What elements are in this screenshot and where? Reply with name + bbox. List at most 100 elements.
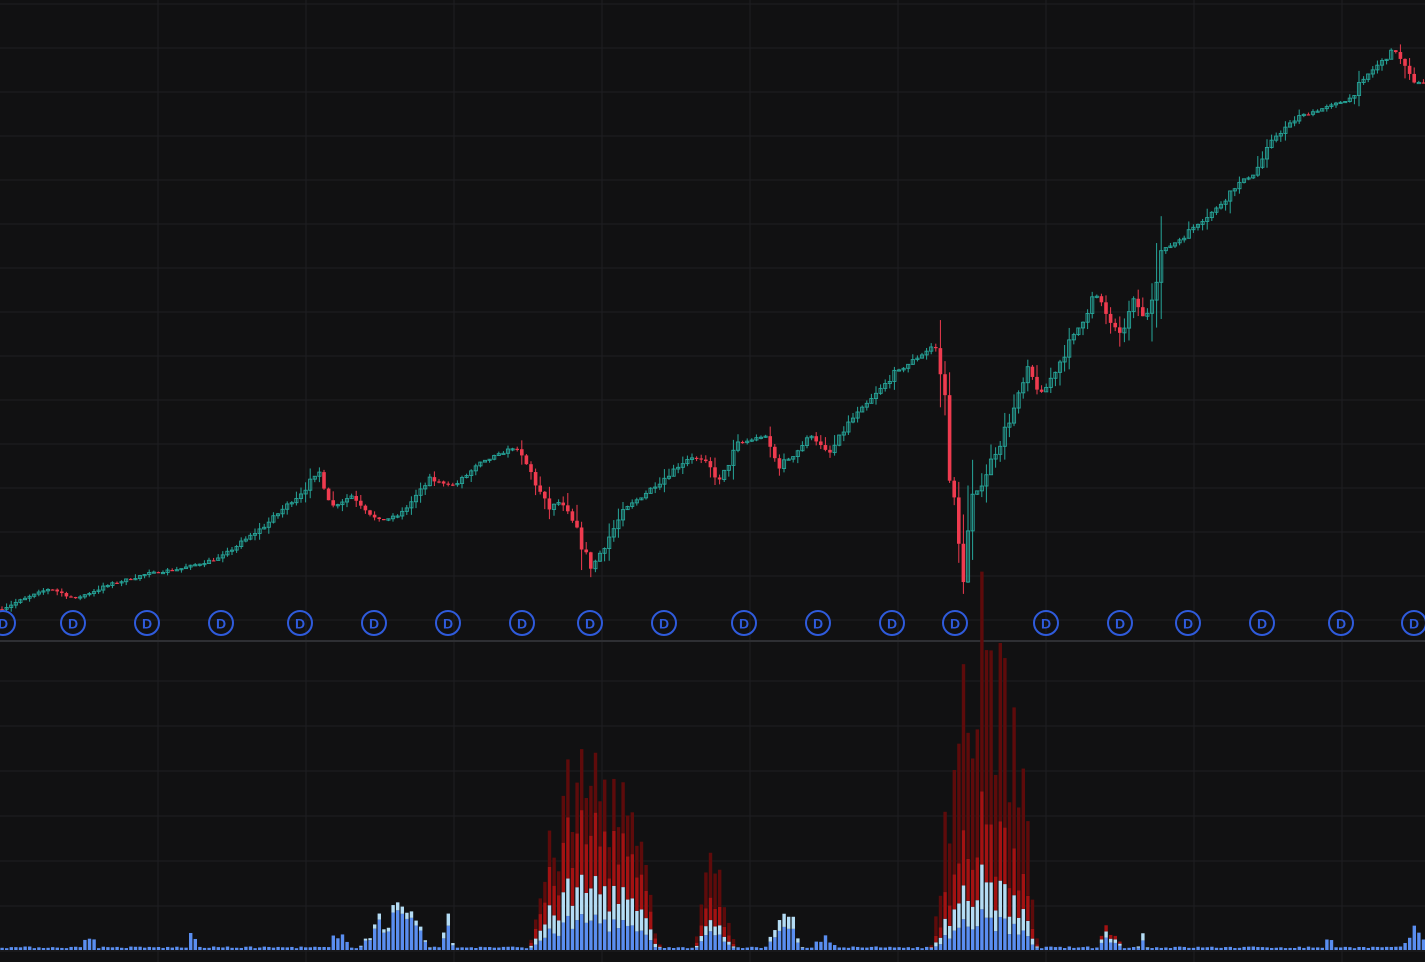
volume-bar	[1090, 948, 1094, 950]
volume-bar	[1159, 947, 1163, 950]
volume-bar	[460, 947, 464, 950]
volume-bar-segment	[299, 946, 303, 950]
volume-bar-segment	[253, 948, 257, 950]
volume-bar-segment	[1007, 934, 1012, 950]
volume-bar	[1196, 946, 1200, 950]
volume-bar-segment	[1182, 946, 1186, 950]
candle-body	[1163, 247, 1168, 252]
volume-bar-segment	[630, 898, 634, 926]
volume-bar-segment	[106, 947, 110, 950]
candle-body	[1025, 366, 1030, 384]
volume-bar	[129, 946, 133, 950]
volume-bar-segment	[957, 863, 961, 904]
volume-bar-segment	[635, 877, 639, 911]
volume-bar-segment	[1357, 946, 1361, 950]
volume-bar	[1270, 947, 1274, 950]
candle-body	[1260, 158, 1265, 168]
candle-body	[64, 593, 69, 597]
candle	[763, 434, 768, 438]
candle-body	[377, 517, 381, 519]
volume-bar	[373, 924, 377, 950]
volume-bar-segment	[791, 928, 795, 950]
volume-bar-segment	[731, 943, 736, 947]
candle-body	[832, 444, 837, 454]
volume-bar-segment	[557, 871, 561, 896]
candle	[1375, 60, 1380, 74]
candle	[1122, 318, 1127, 343]
candle	[1044, 383, 1049, 393]
volume-bar-segment	[994, 876, 998, 911]
candle	[501, 451, 506, 455]
candle-body	[1090, 296, 1095, 314]
candle-body	[814, 436, 818, 442]
volume-bar	[764, 946, 768, 950]
candle-body	[819, 441, 823, 446]
candle	[731, 439, 736, 480]
volume-bar-segment	[327, 947, 331, 950]
volume-bar-segment	[713, 935, 717, 950]
volume-bar-segment	[984, 650, 989, 825]
dividend-marker-label: D	[887, 616, 897, 632]
candle-body	[354, 496, 358, 501]
volume-bar	[1343, 946, 1347, 950]
volume-bar	[961, 664, 966, 950]
candle-body	[1039, 389, 1044, 392]
volume-bar-segment	[607, 911, 611, 932]
volume-bar-segment	[1237, 947, 1242, 950]
candle-body	[197, 563, 202, 566]
volume-bar	[575, 782, 579, 950]
volume-bar-segment	[386, 927, 391, 932]
volume-bar-segment	[819, 941, 823, 950]
volume-bar	[851, 946, 855, 950]
candle	[896, 368, 902, 372]
volume-bar-segment	[423, 941, 427, 950]
volume-bar-segment	[934, 942, 938, 947]
candle-body	[543, 491, 547, 499]
volume-bar	[635, 845, 639, 950]
candle	[124, 578, 129, 586]
candle-body	[129, 578, 133, 581]
candle-body	[998, 445, 1003, 455]
volume-bar-segment	[980, 909, 984, 950]
candle-body	[142, 574, 147, 577]
volume-bar-segment	[414, 925, 418, 950]
candle	[602, 547, 607, 562]
volume-bar-segment	[529, 939, 533, 943]
volume-bar-segment	[271, 947, 276, 950]
candle-body	[1191, 226, 1196, 231]
candle	[1361, 76, 1366, 85]
volume-bar	[1316, 947, 1320, 950]
volume-bar-segment	[483, 947, 487, 950]
volume-bar-segment	[0, 947, 4, 950]
volume-bar-segment	[846, 947, 851, 950]
volume-bar	[308, 947, 312, 950]
candle	[234, 544, 239, 553]
volume-bar-segment	[1320, 947, 1324, 950]
volume-bar-segment	[612, 778, 616, 831]
volume-bar	[998, 642, 1002, 950]
volume-bar-segment	[971, 906, 975, 930]
candle-body	[78, 596, 83, 599]
volume-bar	[1021, 768, 1025, 950]
candle-body	[883, 383, 888, 389]
candle-body	[1011, 407, 1017, 424]
candle	[1136, 289, 1140, 317]
volume-bar	[975, 729, 979, 950]
volume-bar-segment	[1224, 947, 1228, 950]
volume-bar-segment	[1035, 944, 1039, 947]
candle	[36, 589, 41, 597]
volume-bar-segment	[653, 933, 657, 939]
candle	[529, 461, 533, 480]
candle-body	[1370, 69, 1375, 75]
candle	[800, 441, 805, 452]
candle-body	[773, 446, 777, 459]
volume-bar	[442, 932, 446, 950]
volume-bar-segment	[1141, 933, 1145, 941]
volume-bar-segment	[1086, 946, 1090, 950]
candle-body	[1044, 386, 1049, 393]
candle-body	[561, 502, 565, 506]
dividend-marker-label: D	[739, 616, 749, 632]
candle-body	[1366, 73, 1371, 80]
volume-bar	[1279, 947, 1283, 950]
